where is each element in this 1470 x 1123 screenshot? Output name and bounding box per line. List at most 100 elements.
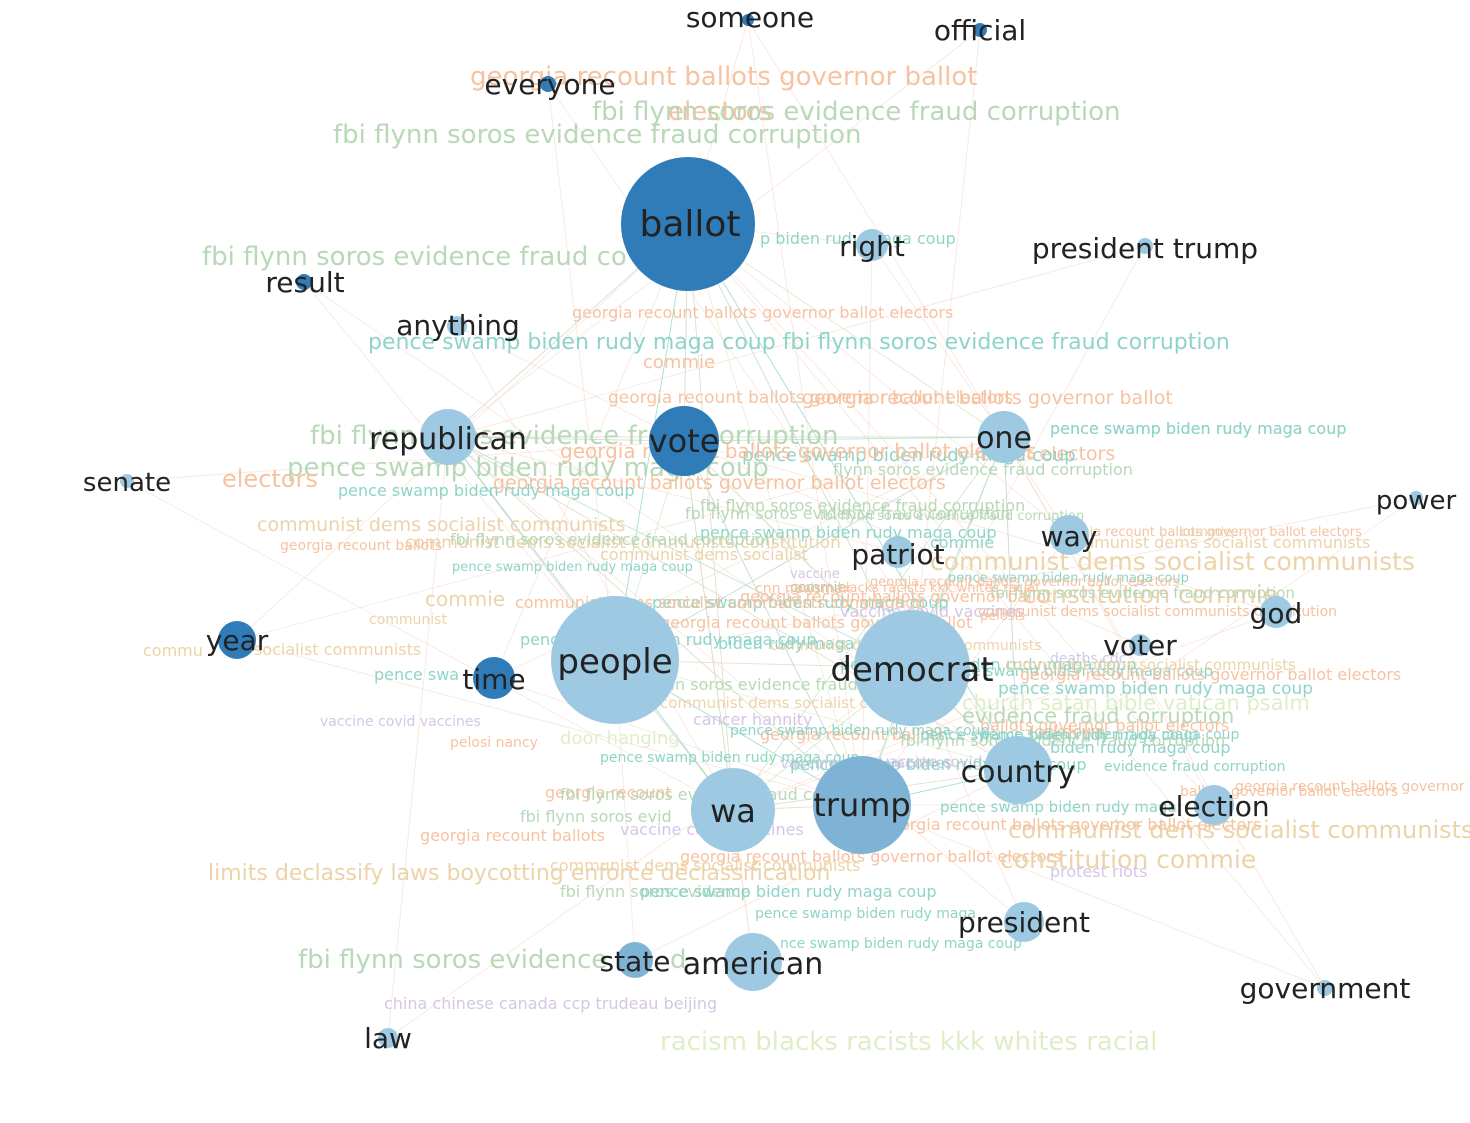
topic-label: georgia recount ballots governor ballot … (572, 303, 953, 322)
topic-label: d (670, 945, 687, 975)
topic-label: fbi flynn soros evidence fraud corruptio… (333, 120, 862, 150)
topic-label: georgia recount ballots governor ballot (802, 387, 1173, 409)
node-label-trump: trump (813, 786, 910, 824)
topic-label: door hanging (560, 728, 680, 749)
node-state (617, 942, 653, 978)
topic-label: georgia recount ballots (760, 725, 945, 744)
node-label-right: right (839, 230, 905, 263)
edge-country-state (634, 769, 1019, 961)
topic-label: electors (222, 465, 318, 493)
topic-label: pence swamp biden rudy maga coup (980, 727, 1240, 743)
node-label-everyone: everyone (484, 68, 615, 101)
topic-label: ballots governor ballot electors (1180, 784, 1398, 800)
topic-label: electors (668, 97, 772, 127)
node-label-someone: someone (686, 1, 814, 34)
node-label-ballot: ballot (639, 204, 740, 245)
topic-label: communist dems socialist communists (1060, 533, 1370, 552)
node-label-anything: anything (396, 309, 520, 342)
node-democrat (854, 610, 970, 726)
node-voter (1129, 634, 1151, 656)
node-label-wa: wa (710, 792, 756, 830)
edge-democrat-official (911, 29, 981, 669)
topic-label: biden rudy maga c (718, 634, 869, 653)
node-result (296, 274, 312, 290)
topic-label: pence swamp biden rudy maga coup (600, 750, 860, 766)
edge-republican-vote (447, 436, 685, 442)
topic-label: georgia recount ballots governor ballot … (880, 815, 1261, 834)
node-label-power: power (1376, 486, 1457, 516)
edge-republican-law (387, 436, 449, 1039)
topic-label: pence swamp biden rudy maga coup (700, 523, 997, 542)
node-way (1049, 515, 1089, 555)
edge-democrat-president_trump (911, 245, 1146, 669)
topic-label: pence swamp biden rudy maga (755, 906, 976, 922)
node-label-patriot: patriot (851, 538, 944, 571)
edge-trump-time (493, 677, 863, 806)
edge-wa-ballot (687, 223, 734, 811)
topic-label: pence swamp biden rudy maga coup (452, 560, 693, 575)
edge-vote-anything (456, 325, 685, 442)
node-label-government: government (1240, 972, 1411, 1005)
edge-vote-god (683, 440, 1277, 613)
node-label-senate: senate (83, 468, 171, 498)
topic-label: georgia recount ballots governor ballot … (680, 847, 1061, 866)
node-label-president-trump: president trump (1032, 232, 1258, 265)
topic-label: cnn newsmax (755, 581, 852, 597)
topic-label: constitution commie (1000, 845, 1256, 874)
edge-one-year (236, 436, 1005, 641)
edge-people-power (614, 497, 1417, 661)
topic-label: pence swamp biden rudy maga coup (1050, 419, 1347, 438)
topic-label: commie (790, 580, 846, 596)
node-wa (691, 768, 775, 852)
topic-label: pelosi nancy (450, 735, 538, 751)
topic-label: fbi flynn soros evidence (560, 882, 750, 901)
topic-label: ballots governor ballot electors (980, 716, 1229, 735)
node-republican (420, 409, 476, 465)
node-label-vote: vote (649, 422, 720, 460)
node-senate (120, 474, 134, 488)
topic-label: deaths cdc (1050, 651, 1126, 667)
edge-wa-senate (126, 480, 734, 811)
topic-label: georgia recount ballots governor ballot … (608, 388, 1013, 408)
node-government (1317, 980, 1333, 996)
topic-label: commie (930, 533, 994, 552)
node-label-country: country (961, 755, 1076, 790)
node-label-state: state (600, 945, 671, 978)
node-power (1409, 491, 1423, 505)
edge-wa-vote (683, 440, 734, 811)
edge-democrat-law (387, 667, 913, 1039)
topic-label: georgia recount ballots governor ballot … (1235, 779, 1470, 795)
topic-label: vaccine (790, 567, 840, 582)
topic-label: nce swamp biden rudy maga coup (780, 936, 1022, 952)
edge-people-everyone (547, 83, 616, 661)
topic-label: communist dems socialist communists cons… (405, 533, 841, 553)
edge-one-election (1003, 436, 1215, 806)
topic-label: communist (369, 612, 447, 628)
topic-label: racism blacks racists kkk whites racial (790, 581, 1039, 596)
node-label-way: way (1041, 520, 1098, 553)
node-label-layer: someone official everyone ballot right presid… (83, 1, 1457, 1055)
topic-label: evidence fraud corruption (1104, 759, 1286, 775)
edge-trump-right (861, 244, 873, 806)
node-label-year: year (206, 624, 269, 657)
node-country (984, 736, 1052, 804)
topic-label: china chinese canada ccp trudeau beijing (384, 994, 717, 1013)
topic-label: ms socialist communists (225, 640, 421, 659)
topic-label: georgia recount ballots governor ballot … (1052, 525, 1362, 540)
edge-ballot-election (687, 223, 1215, 806)
topic-label: georgia recount ballots governor ballot (740, 587, 1052, 606)
edge-country-vote (683, 440, 1019, 771)
topic-label: church satan bible vatican psalm (962, 691, 1310, 715)
topic-label: georgia recount ballots governor ballot … (870, 575, 1180, 590)
node-label-president: president (958, 906, 1090, 939)
topic-label: fbi flynn soros evidence fraud corruptio… (820, 509, 1084, 524)
topic-label: constitution commie (1022, 580, 1278, 609)
node-label-law: law (364, 1022, 412, 1055)
node-label-election: election (1158, 790, 1269, 823)
node-one (978, 411, 1030, 463)
edge-one-right (871, 244, 1005, 438)
topic-label: pence swamp biden rudy maga coup (948, 571, 1189, 586)
node-official (973, 23, 987, 37)
edge-democrat-ballot (687, 223, 913, 669)
